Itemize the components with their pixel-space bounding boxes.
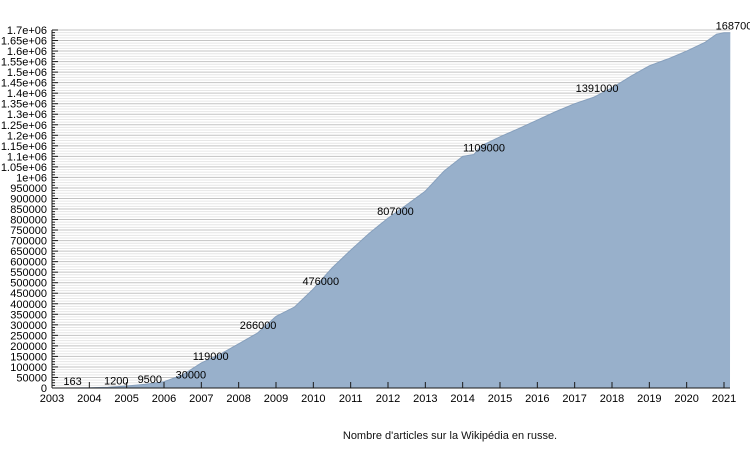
data-point-label: 1200 [104,376,128,388]
x-axis-tick-label: 2013 [413,393,437,405]
y-axis-tick-label: 1.5e+06 [7,67,47,79]
x-axis-tick-label: 2008 [226,393,250,405]
y-axis-tick-label: 350000 [10,309,47,321]
y-axis-tick-label: 50000 [16,372,47,384]
x-axis-tick-label: 2011 [339,393,363,405]
y-axis-tick-label: 1.65e+06 [1,36,47,48]
y-axis-tick-label: 300000 [10,320,47,332]
data-point-label: 476000 [302,276,339,288]
data-point-label: 807000 [377,206,414,218]
x-axis-tick-label: 2005 [114,393,138,405]
y-axis-tick-label: 1.6e+06 [7,46,47,58]
y-axis-tick-label: 1.7e+06 [7,25,47,37]
y-axis-tick-label: 1.45e+06 [1,78,47,90]
y-axis-tick-label: 650000 [10,246,47,258]
y-axis-tick-label: 1.15e+06 [1,141,47,153]
chart-caption: Nombre d'articles sur la Wikipédia en ru… [342,430,558,442]
data-point-label: 119000 [193,351,229,363]
y-axis-tick-label: 200000 [10,341,47,353]
y-axis-tick-label: 550000 [10,267,47,279]
x-axis-tick-label: 2021 [712,393,736,405]
x-axis-tick-label: 2007 [189,393,213,405]
area-series-edge [51,32,731,389]
y-axis-tick-label: 150000 [10,351,47,363]
x-axis-tick-label: 2004 [77,393,101,405]
x-axis-tick-label: 2012 [376,393,400,405]
y-axis-tick-label: 700000 [10,236,47,248]
x-axis-tick-label: 2010 [301,393,325,405]
y-axis-tick-label: 500000 [10,278,47,290]
x-axis-tick-label: 2006 [152,393,176,405]
data-point-label: 1687000 [716,21,750,33]
data-point-label: 1109000 [463,142,505,154]
data-point-label: 30000 [176,370,207,382]
data-point-label: 9500 [138,374,162,386]
x-axis-tick-label: 2009 [264,393,288,405]
y-axis-tick-label: 800000 [10,215,47,227]
data-point-label: 266000 [240,320,277,332]
x-axis-tick-label: 2018 [600,393,624,405]
area-series [52,32,731,388]
y-axis-tick-label: 1.55e+06 [1,57,47,69]
data-point-label: 1391000 [576,83,619,95]
x-axis-tick-label: 2020 [674,393,698,405]
y-axis-tick-label: 100000 [10,362,47,374]
y-axis-tick-label: 1.05e+06 [1,162,47,174]
x-axis-tick-label: 2003 [40,393,64,405]
y-axis-tick-label: 450000 [10,288,47,300]
y-axis-tick-label: 750000 [10,225,47,237]
y-axis-tick-label: 1.25e+06 [1,120,47,132]
y-axis-tick-label: 1.4e+06 [7,88,47,100]
y-axis-tick-label: 950000 [10,183,47,195]
y-axis-tick-label: 1.35e+06 [1,99,47,111]
y-axis-tick-label: 1e+06 [16,172,47,184]
data-point-label: 163 [63,376,81,388]
x-axis-tick-label: 2016 [525,393,549,405]
x-axis-tick-label: 2014 [450,393,474,405]
y-axis-tick-label: 400000 [10,299,47,311]
y-axis-tick-label: 850000 [10,204,47,216]
y-axis-tick-label: 900000 [10,193,47,205]
y-axis-tick-label: 1.1e+06 [7,151,47,163]
y-axis-tick-label: 0 [41,383,47,395]
y-axis-tick-label: 600000 [10,257,47,269]
y-axis-tick-label: 1.3e+06 [7,109,47,121]
y-axis-tick-label: 1.2e+06 [7,130,47,142]
y-axis-tick-label: 250000 [10,330,47,342]
x-axis-tick-label: 2019 [637,393,661,405]
x-axis-tick-label: 2017 [562,393,586,405]
x-axis-tick-label: 2015 [488,393,512,405]
